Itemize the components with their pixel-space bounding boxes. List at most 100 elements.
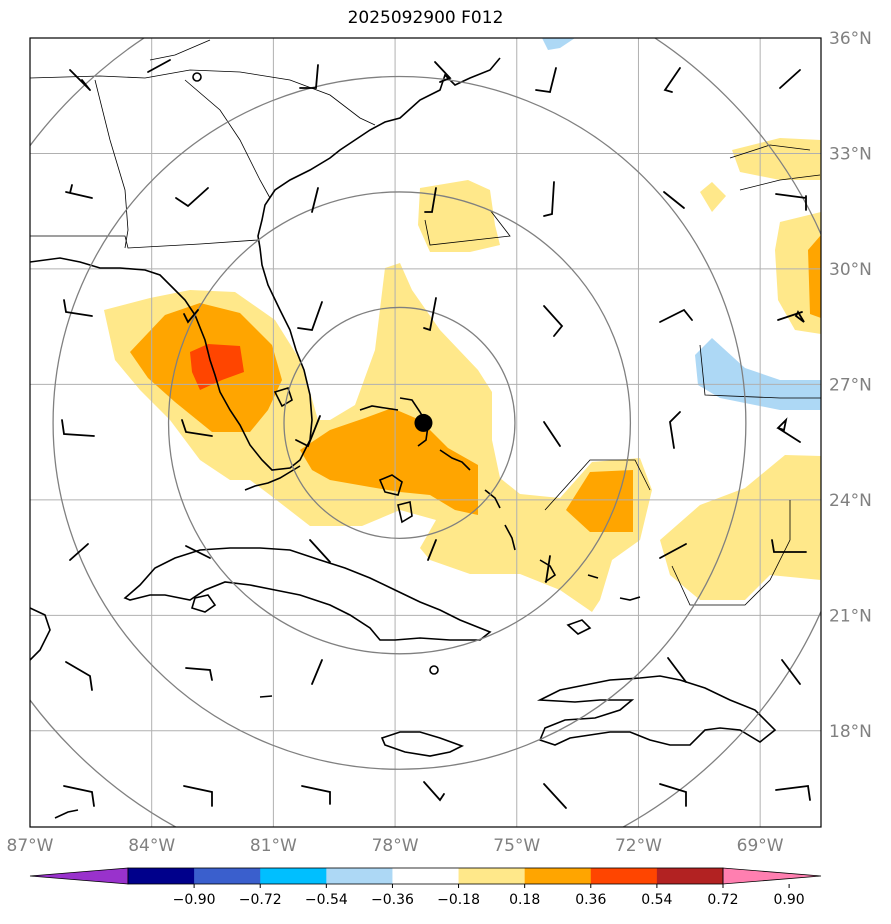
graticule bbox=[30, 38, 821, 827]
wind-barb bbox=[424, 187, 437, 213]
colorbar-swatch bbox=[194, 868, 261, 884]
wind-barb bbox=[185, 545, 211, 559]
wind-barb bbox=[69, 543, 89, 561]
coastline-small-island bbox=[566, 619, 592, 635]
wind-barb bbox=[63, 299, 93, 317]
coastline-isla-juventud bbox=[191, 594, 217, 613]
coastline-lake bbox=[192, 72, 202, 82]
coastline-bahamas bbox=[359, 405, 399, 411]
wind-barb bbox=[543, 305, 564, 337]
latitude-labels: 36°N 33°N 30°N 27°N 24°N 21°N 18°N bbox=[829, 29, 872, 742]
coastline-hispaniola bbox=[536, 675, 777, 746]
colorbar-swatch bbox=[326, 868, 393, 884]
coastline-lake bbox=[273, 387, 293, 408]
wind-barb bbox=[175, 187, 209, 208]
colorbar-tick-label: 0.72 bbox=[707, 892, 738, 908]
lat-tick-label: 33°N bbox=[829, 144, 872, 164]
wind-barb bbox=[535, 67, 557, 94]
contour-fill-yellow bbox=[700, 182, 726, 212]
lat-tick-label: 21°N bbox=[829, 606, 872, 626]
contour-fill-red-orange bbox=[190, 344, 244, 390]
field-contours bbox=[104, 38, 821, 612]
coastline-bahamas bbox=[397, 501, 413, 524]
wind-barb bbox=[311, 187, 319, 213]
coastline-bahamas bbox=[484, 489, 501, 509]
wind-barb bbox=[667, 657, 687, 683]
coastline-small-island bbox=[259, 695, 273, 698]
contour-fill-yellow bbox=[418, 180, 500, 252]
border-islands-e bbox=[424, 209, 511, 246]
wind-barb bbox=[311, 659, 323, 685]
state-border bbox=[30, 235, 259, 249]
contour-fill-orange bbox=[566, 470, 633, 532]
map-frame bbox=[29, 37, 822, 828]
wind-barb bbox=[423, 781, 445, 802]
state-border bbox=[30, 75, 146, 79]
colorbar-frame bbox=[127, 867, 724, 885]
wind-barb bbox=[147, 59, 171, 73]
storm-center-marker bbox=[414, 413, 433, 432]
colorbar-tick-label: −0.72 bbox=[239, 892, 282, 908]
range-rings bbox=[30, 38, 821, 827]
coastline-small-island bbox=[54, 809, 79, 819]
wind-barb bbox=[423, 297, 437, 332]
colorbar-extend-high bbox=[722, 867, 822, 885]
wind-barb bbox=[301, 785, 331, 805]
border-islands-e bbox=[699, 344, 821, 399]
wind-barb bbox=[65, 184, 93, 199]
wind-barb bbox=[183, 309, 199, 324]
wind-barb bbox=[659, 308, 693, 323]
wind-barb bbox=[781, 659, 801, 685]
wind-barb bbox=[663, 191, 685, 209]
range-ring bbox=[52, 75, 747, 770]
wind-barb bbox=[545, 555, 551, 583]
colorbar: −0.90 −0.72 −0.54 −0.36 −0.18 0.18 0.36 0.54 0.7… bbox=[29, 867, 822, 908]
lon-tick-label: 84°W bbox=[128, 836, 175, 856]
wind-barb bbox=[659, 543, 687, 559]
wind-barb bbox=[777, 310, 805, 323]
wind-barbs bbox=[61, 59, 811, 809]
wind-barb bbox=[543, 421, 561, 447]
wind-barb bbox=[543, 783, 567, 809]
contour-fill-light-blue bbox=[542, 38, 575, 50]
lon-tick-label: 75°W bbox=[493, 836, 540, 856]
range-ring bbox=[167, 191, 632, 655]
lat-tick-label: 18°N bbox=[829, 722, 872, 742]
wind-barb bbox=[669, 411, 681, 449]
contour-fill-light-blue bbox=[695, 338, 821, 410]
state-border bbox=[149, 39, 211, 61]
wind-barb bbox=[183, 785, 213, 807]
colorbar-tick-label: −0.18 bbox=[437, 892, 480, 908]
wind-barb bbox=[297, 301, 323, 331]
colorbar-tick-label: 0.36 bbox=[575, 892, 606, 908]
coastline-bahamas bbox=[378, 474, 403, 496]
map-content bbox=[30, 38, 821, 827]
coastline-jamaica bbox=[380, 731, 465, 757]
political-borders bbox=[30, 39, 821, 606]
wind-barb bbox=[663, 67, 681, 93]
coastline-florida bbox=[30, 247, 313, 471]
contour-fill-yellow bbox=[775, 212, 821, 334]
lon-tick-label: 81°W bbox=[250, 836, 297, 856]
coastline-florida-keys bbox=[244, 465, 301, 491]
coastline-bahamas bbox=[539, 559, 557, 583]
lat-tick-label: 30°N bbox=[829, 260, 872, 280]
colorbar-tick-label: −0.90 bbox=[173, 892, 216, 908]
colorbar-swatch bbox=[260, 868, 327, 884]
lat-tick-label: 24°N bbox=[829, 491, 872, 511]
colorbar-swatch bbox=[458, 868, 526, 884]
lon-tick-label: 87°W bbox=[7, 836, 54, 856]
colorbar-tick-label: −0.54 bbox=[305, 892, 348, 908]
state-border bbox=[144, 69, 376, 126]
wind-barb bbox=[63, 785, 95, 807]
wind-barb bbox=[776, 417, 801, 443]
wind-barb bbox=[775, 193, 807, 211]
colorbar-swatch bbox=[590, 868, 658, 884]
coastline-small-island bbox=[429, 665, 439, 675]
contour-fill-orange bbox=[300, 408, 478, 515]
wind-barb bbox=[299, 64, 319, 89]
lon-tick-label: 69°W bbox=[737, 836, 784, 856]
coastline-bahamas bbox=[504, 524, 516, 551]
wind-barb bbox=[659, 783, 687, 807]
